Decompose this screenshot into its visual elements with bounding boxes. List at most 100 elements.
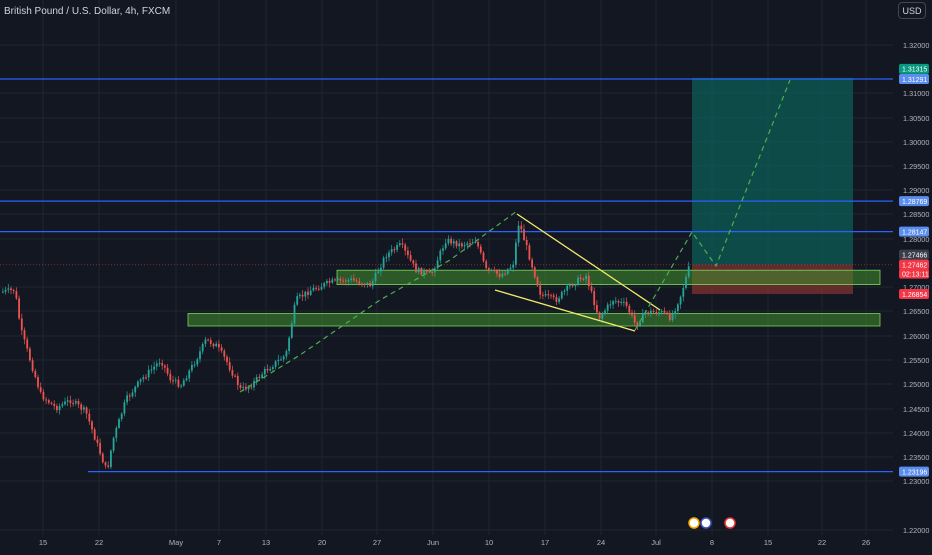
candle-body [380, 267, 382, 272]
candle-body [463, 244, 466, 247]
candle-body [177, 379, 180, 387]
candle-body [542, 294, 544, 296]
candle-body [72, 403, 74, 405]
price-label-countdown [899, 268, 929, 279]
candle-body [12, 290, 15, 292]
candle-body [131, 392, 134, 397]
candle-body [544, 294, 547, 296]
candle-body [280, 359, 282, 361]
candle-body [477, 241, 479, 247]
candle-body [247, 386, 250, 390]
candle-body [655, 311, 658, 314]
candle-body [134, 386, 137, 393]
candle-body [434, 268, 436, 273]
candle-body [266, 368, 269, 371]
candle-body [431, 272, 434, 274]
candle-body [96, 439, 99, 443]
candle-body [196, 359, 199, 365]
price-label-text: 1.31315 [902, 67, 927, 74]
candle-body [555, 296, 558, 302]
candle-body [274, 361, 277, 368]
candle-body [64, 401, 66, 405]
candle-body [636, 322, 639, 326]
candle-body [493, 269, 496, 271]
candle-body [415, 263, 417, 273]
time-tick-label: Jul [651, 538, 661, 547]
candle-body [442, 248, 444, 251]
candle-body [596, 305, 598, 313]
price-tick-label: 1.26500 [903, 307, 929, 316]
candle-body [47, 400, 50, 403]
currency-button[interactable]: USD [898, 2, 926, 19]
event-flag-icon[interactable] [724, 517, 736, 529]
candle-body [558, 298, 560, 302]
candle-body [83, 407, 85, 410]
candle-body [625, 301, 628, 306]
resistance-zone[interactable] [336, 269, 881, 286]
price-label-text: 1.27466 [902, 252, 927, 259]
candle-body [158, 363, 161, 365]
candle-body [301, 294, 304, 297]
candle-body [452, 241, 455, 244]
time-tick-label: 22 [818, 538, 826, 547]
candle-body [174, 379, 177, 381]
candle-body [10, 288, 12, 291]
candle-body [671, 314, 674, 321]
event-flag-icon[interactable] [688, 517, 700, 529]
wedge-lower-line[interactable] [494, 289, 636, 332]
candle-body [504, 273, 506, 275]
candle-body [623, 301, 625, 303]
candle-body [496, 270, 498, 274]
candle-body [61, 404, 64, 407]
candle-body [15, 291, 18, 299]
candle-body [191, 365, 193, 371]
candle-body [255, 376, 258, 381]
candle-body [520, 225, 523, 230]
candle-body [679, 296, 682, 305]
candle-body [80, 404, 83, 410]
candle-body [69, 400, 72, 404]
candle-body [574, 284, 577, 287]
candle-body [355, 280, 358, 282]
candle-body [331, 279, 334, 283]
candle-body [172, 380, 174, 382]
event-flag-icon[interactable] [700, 517, 712, 529]
candle-body [687, 266, 690, 277]
candle-body [118, 419, 120, 428]
candle-body [398, 243, 401, 246]
candle-body [469, 243, 471, 245]
candle-body [258, 376, 261, 378]
candle-body [479, 246, 482, 253]
time-tick-label: 22 [95, 538, 103, 547]
candle-body [328, 280, 331, 283]
candle-body [150, 369, 153, 371]
candle-body [377, 271, 380, 273]
candle-body [315, 287, 317, 289]
candle-body [263, 368, 266, 375]
wedge-upper-line[interactable] [516, 213, 661, 311]
candle-body [420, 268, 423, 275]
candle-body [226, 356, 228, 363]
candle-body [450, 238, 452, 244]
candle-body [110, 450, 112, 468]
price-label-level [899, 74, 929, 85]
candle-body [682, 287, 685, 297]
support-zone[interactable] [187, 313, 881, 327]
candle-body [304, 291, 307, 297]
candle-body [142, 377, 145, 380]
candle-body [677, 304, 679, 312]
price-tick-label: 1.23000 [903, 477, 929, 486]
candle-body [409, 255, 412, 261]
candle-body [285, 351, 288, 357]
time-tick-label: Jun [427, 538, 439, 547]
candle-body [363, 284, 366, 286]
candle-body [277, 359, 280, 362]
candle-body [647, 312, 650, 314]
candle-body [593, 291, 596, 306]
candle-body [239, 385, 242, 388]
candle-body [207, 339, 209, 341]
price-label-text: 1.26854 [902, 292, 927, 299]
candle-body [577, 277, 579, 285]
